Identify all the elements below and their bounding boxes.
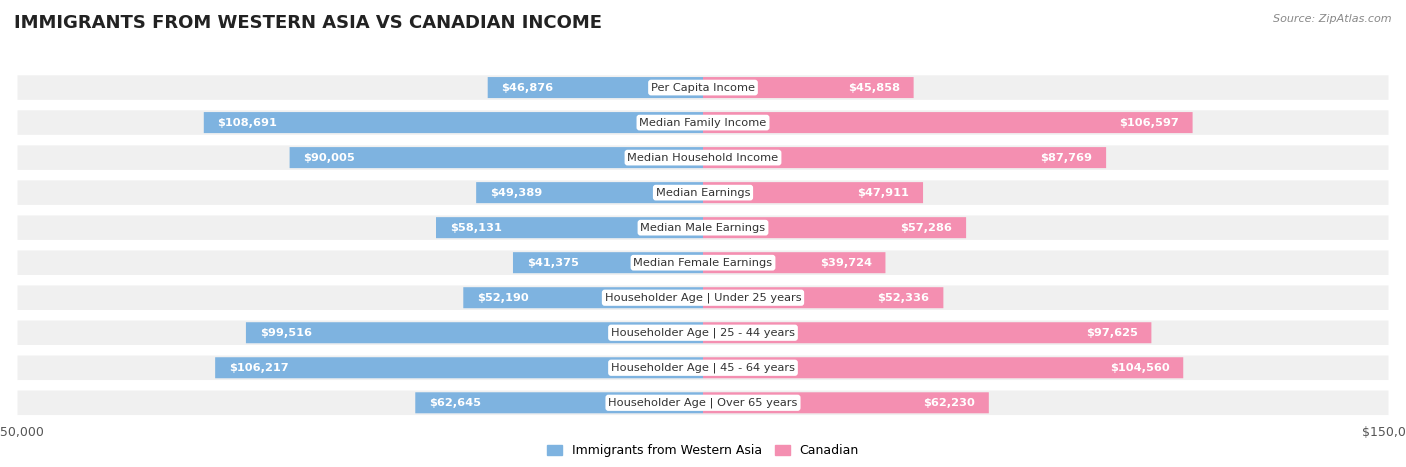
FancyBboxPatch shape [204,112,703,133]
FancyBboxPatch shape [17,110,1389,135]
Text: $47,911: $47,911 [858,188,910,198]
FancyBboxPatch shape [703,357,1184,378]
Text: $87,769: $87,769 [1040,153,1092,163]
Text: $62,645: $62,645 [429,398,481,408]
Text: $106,597: $106,597 [1119,118,1178,127]
Text: $57,286: $57,286 [900,223,952,233]
Text: Source: ZipAtlas.com: Source: ZipAtlas.com [1274,14,1392,24]
FancyBboxPatch shape [703,147,1107,168]
FancyBboxPatch shape [513,252,703,273]
Text: $52,336: $52,336 [877,293,929,303]
FancyBboxPatch shape [703,322,1152,343]
Text: $45,858: $45,858 [848,83,900,92]
FancyBboxPatch shape [290,147,703,168]
FancyBboxPatch shape [246,322,703,343]
Text: Householder Age | Under 25 years: Householder Age | Under 25 years [605,292,801,303]
Legend: Immigrants from Western Asia, Canadian: Immigrants from Western Asia, Canadian [543,440,863,461]
Text: $52,190: $52,190 [477,293,529,303]
Text: Householder Age | 25 - 44 years: Householder Age | 25 - 44 years [612,327,794,338]
Text: $39,724: $39,724 [820,258,872,268]
FancyBboxPatch shape [703,112,1192,133]
Text: $62,230: $62,230 [924,398,974,408]
Text: Median Male Earnings: Median Male Earnings [641,223,765,233]
Text: $104,560: $104,560 [1109,363,1170,373]
FancyBboxPatch shape [215,357,703,378]
Text: $49,389: $49,389 [489,188,543,198]
FancyBboxPatch shape [415,392,703,413]
FancyBboxPatch shape [703,287,943,308]
FancyBboxPatch shape [703,77,914,98]
FancyBboxPatch shape [17,180,1389,205]
Text: Median Earnings: Median Earnings [655,188,751,198]
Text: Householder Age | Over 65 years: Householder Age | Over 65 years [609,397,797,408]
FancyBboxPatch shape [488,77,703,98]
Text: $46,876: $46,876 [502,83,554,92]
FancyBboxPatch shape [703,217,966,238]
FancyBboxPatch shape [17,355,1389,380]
FancyBboxPatch shape [703,182,924,203]
FancyBboxPatch shape [436,217,703,238]
Text: Per Capita Income: Per Capita Income [651,83,755,92]
Text: Householder Age | 45 - 64 years: Householder Age | 45 - 64 years [612,362,794,373]
Text: IMMIGRANTS FROM WESTERN ASIA VS CANADIAN INCOME: IMMIGRANTS FROM WESTERN ASIA VS CANADIAN… [14,14,602,32]
Text: $108,691: $108,691 [218,118,277,127]
Text: Median Household Income: Median Household Income [627,153,779,163]
FancyBboxPatch shape [17,145,1389,170]
Text: $90,005: $90,005 [304,153,356,163]
Text: $58,131: $58,131 [450,223,502,233]
FancyBboxPatch shape [17,75,1389,100]
Text: Median Female Earnings: Median Female Earnings [634,258,772,268]
Text: $97,625: $97,625 [1085,328,1137,338]
Text: $41,375: $41,375 [527,258,579,268]
FancyBboxPatch shape [17,285,1389,310]
Text: $99,516: $99,516 [260,328,312,338]
Text: $106,217: $106,217 [229,363,288,373]
FancyBboxPatch shape [703,252,886,273]
Text: Median Family Income: Median Family Income [640,118,766,127]
FancyBboxPatch shape [17,250,1389,275]
FancyBboxPatch shape [703,392,988,413]
FancyBboxPatch shape [17,390,1389,415]
FancyBboxPatch shape [477,182,703,203]
FancyBboxPatch shape [17,320,1389,345]
FancyBboxPatch shape [464,287,703,308]
FancyBboxPatch shape [17,215,1389,240]
